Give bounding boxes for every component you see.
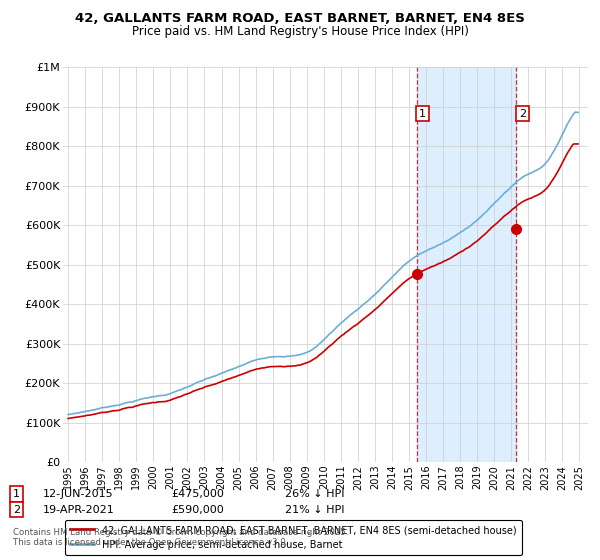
- Text: 1: 1: [419, 109, 426, 119]
- Text: 1: 1: [13, 489, 20, 499]
- Text: 2: 2: [519, 109, 526, 119]
- Legend: 42, GALLANTS FARM ROAD, EAST BARNET, BARNET, EN4 8ES (semi-detached house), HPI:: 42, GALLANTS FARM ROAD, EAST BARNET, BAR…: [65, 520, 521, 555]
- Text: 42, GALLANTS FARM ROAD, EAST BARNET, BARNET, EN4 8ES: 42, GALLANTS FARM ROAD, EAST BARNET, BAR…: [75, 12, 525, 25]
- Text: Price paid vs. HM Land Registry's House Price Index (HPI): Price paid vs. HM Land Registry's House …: [131, 25, 469, 38]
- Text: 2: 2: [13, 505, 20, 515]
- Text: 19-APR-2021: 19-APR-2021: [43, 505, 115, 515]
- Text: 26% ↓ HPI: 26% ↓ HPI: [285, 489, 344, 499]
- Text: 21% ↓ HPI: 21% ↓ HPI: [285, 505, 344, 515]
- Text: £590,000: £590,000: [171, 505, 224, 515]
- Text: 12-JUN-2015: 12-JUN-2015: [43, 489, 114, 499]
- Text: Contains HM Land Registry data © Crown copyright and database right 2025.
This d: Contains HM Land Registry data © Crown c…: [13, 528, 349, 547]
- Bar: [416, 67, 516, 462]
- Text: £475,000: £475,000: [171, 489, 224, 499]
